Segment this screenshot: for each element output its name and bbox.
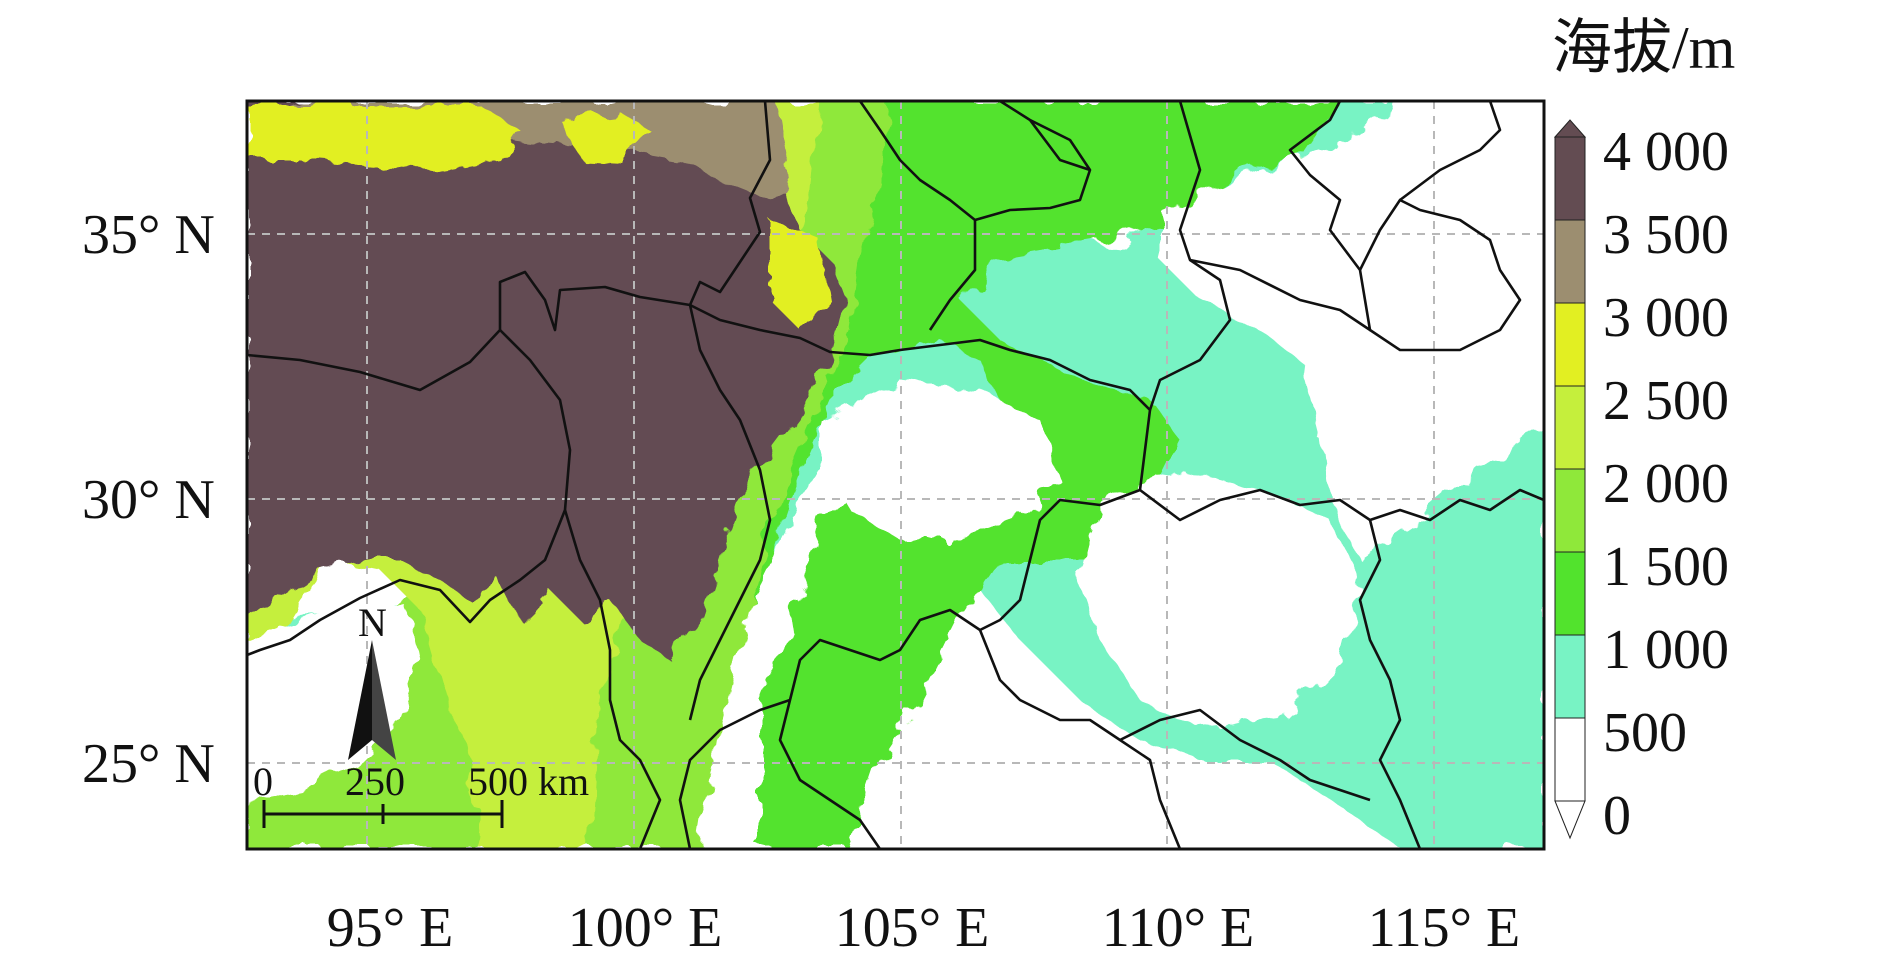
scale-bar — [262, 800, 504, 828]
north-arrow-label: N — [358, 600, 387, 645]
legend-title: 海拔/m — [1552, 15, 1736, 81]
lon-label-110e: 110° E — [1101, 897, 1255, 959]
legend-label-3500: 3 500 — [1603, 204, 1729, 266]
legend-label-3000: 3 000 — [1603, 287, 1729, 349]
lon-label-105e: 105° E — [834, 897, 990, 959]
legend-label-0: 0 — [1603, 785, 1631, 847]
lat-label-30n: 30° N — [82, 469, 215, 531]
legend-label-1500: 1 500 — [1603, 536, 1729, 598]
graticule — [247, 101, 1544, 849]
lon-label-115e: 115° E — [1367, 897, 1521, 959]
lon-label-100e: 100° E — [567, 897, 723, 959]
legend-label-1000: 1 000 — [1603, 619, 1729, 681]
map-frame — [245, 99, 1546, 851]
scale-label-250: 250 — [345, 759, 405, 804]
map-area — [247, 101, 1544, 849]
scale-label-500km: 500 km — [468, 759, 590, 804]
lat-label-25n: 25° N — [82, 733, 215, 795]
scale-label-0: 0 — [253, 759, 273, 804]
lat-label-35n: 35° N — [82, 204, 215, 266]
legend-label-2000: 2 000 — [1603, 453, 1729, 515]
legend-label-500: 500 — [1603, 702, 1687, 764]
legend-min-arrow — [1554, 800, 1586, 840]
legend-colorbar — [1553, 119, 1587, 840]
legend-label-4000: 4 000 — [1603, 121, 1729, 183]
lon-label-95e: 95° E — [326, 897, 454, 959]
province-boundaries — [247, 101, 1544, 849]
legend-label-2500: 2 500 — [1603, 370, 1729, 432]
north-arrow-icon — [348, 640, 396, 760]
legend-max-arrow — [1553, 119, 1587, 138]
elevation-zones — [247, 101, 1544, 849]
